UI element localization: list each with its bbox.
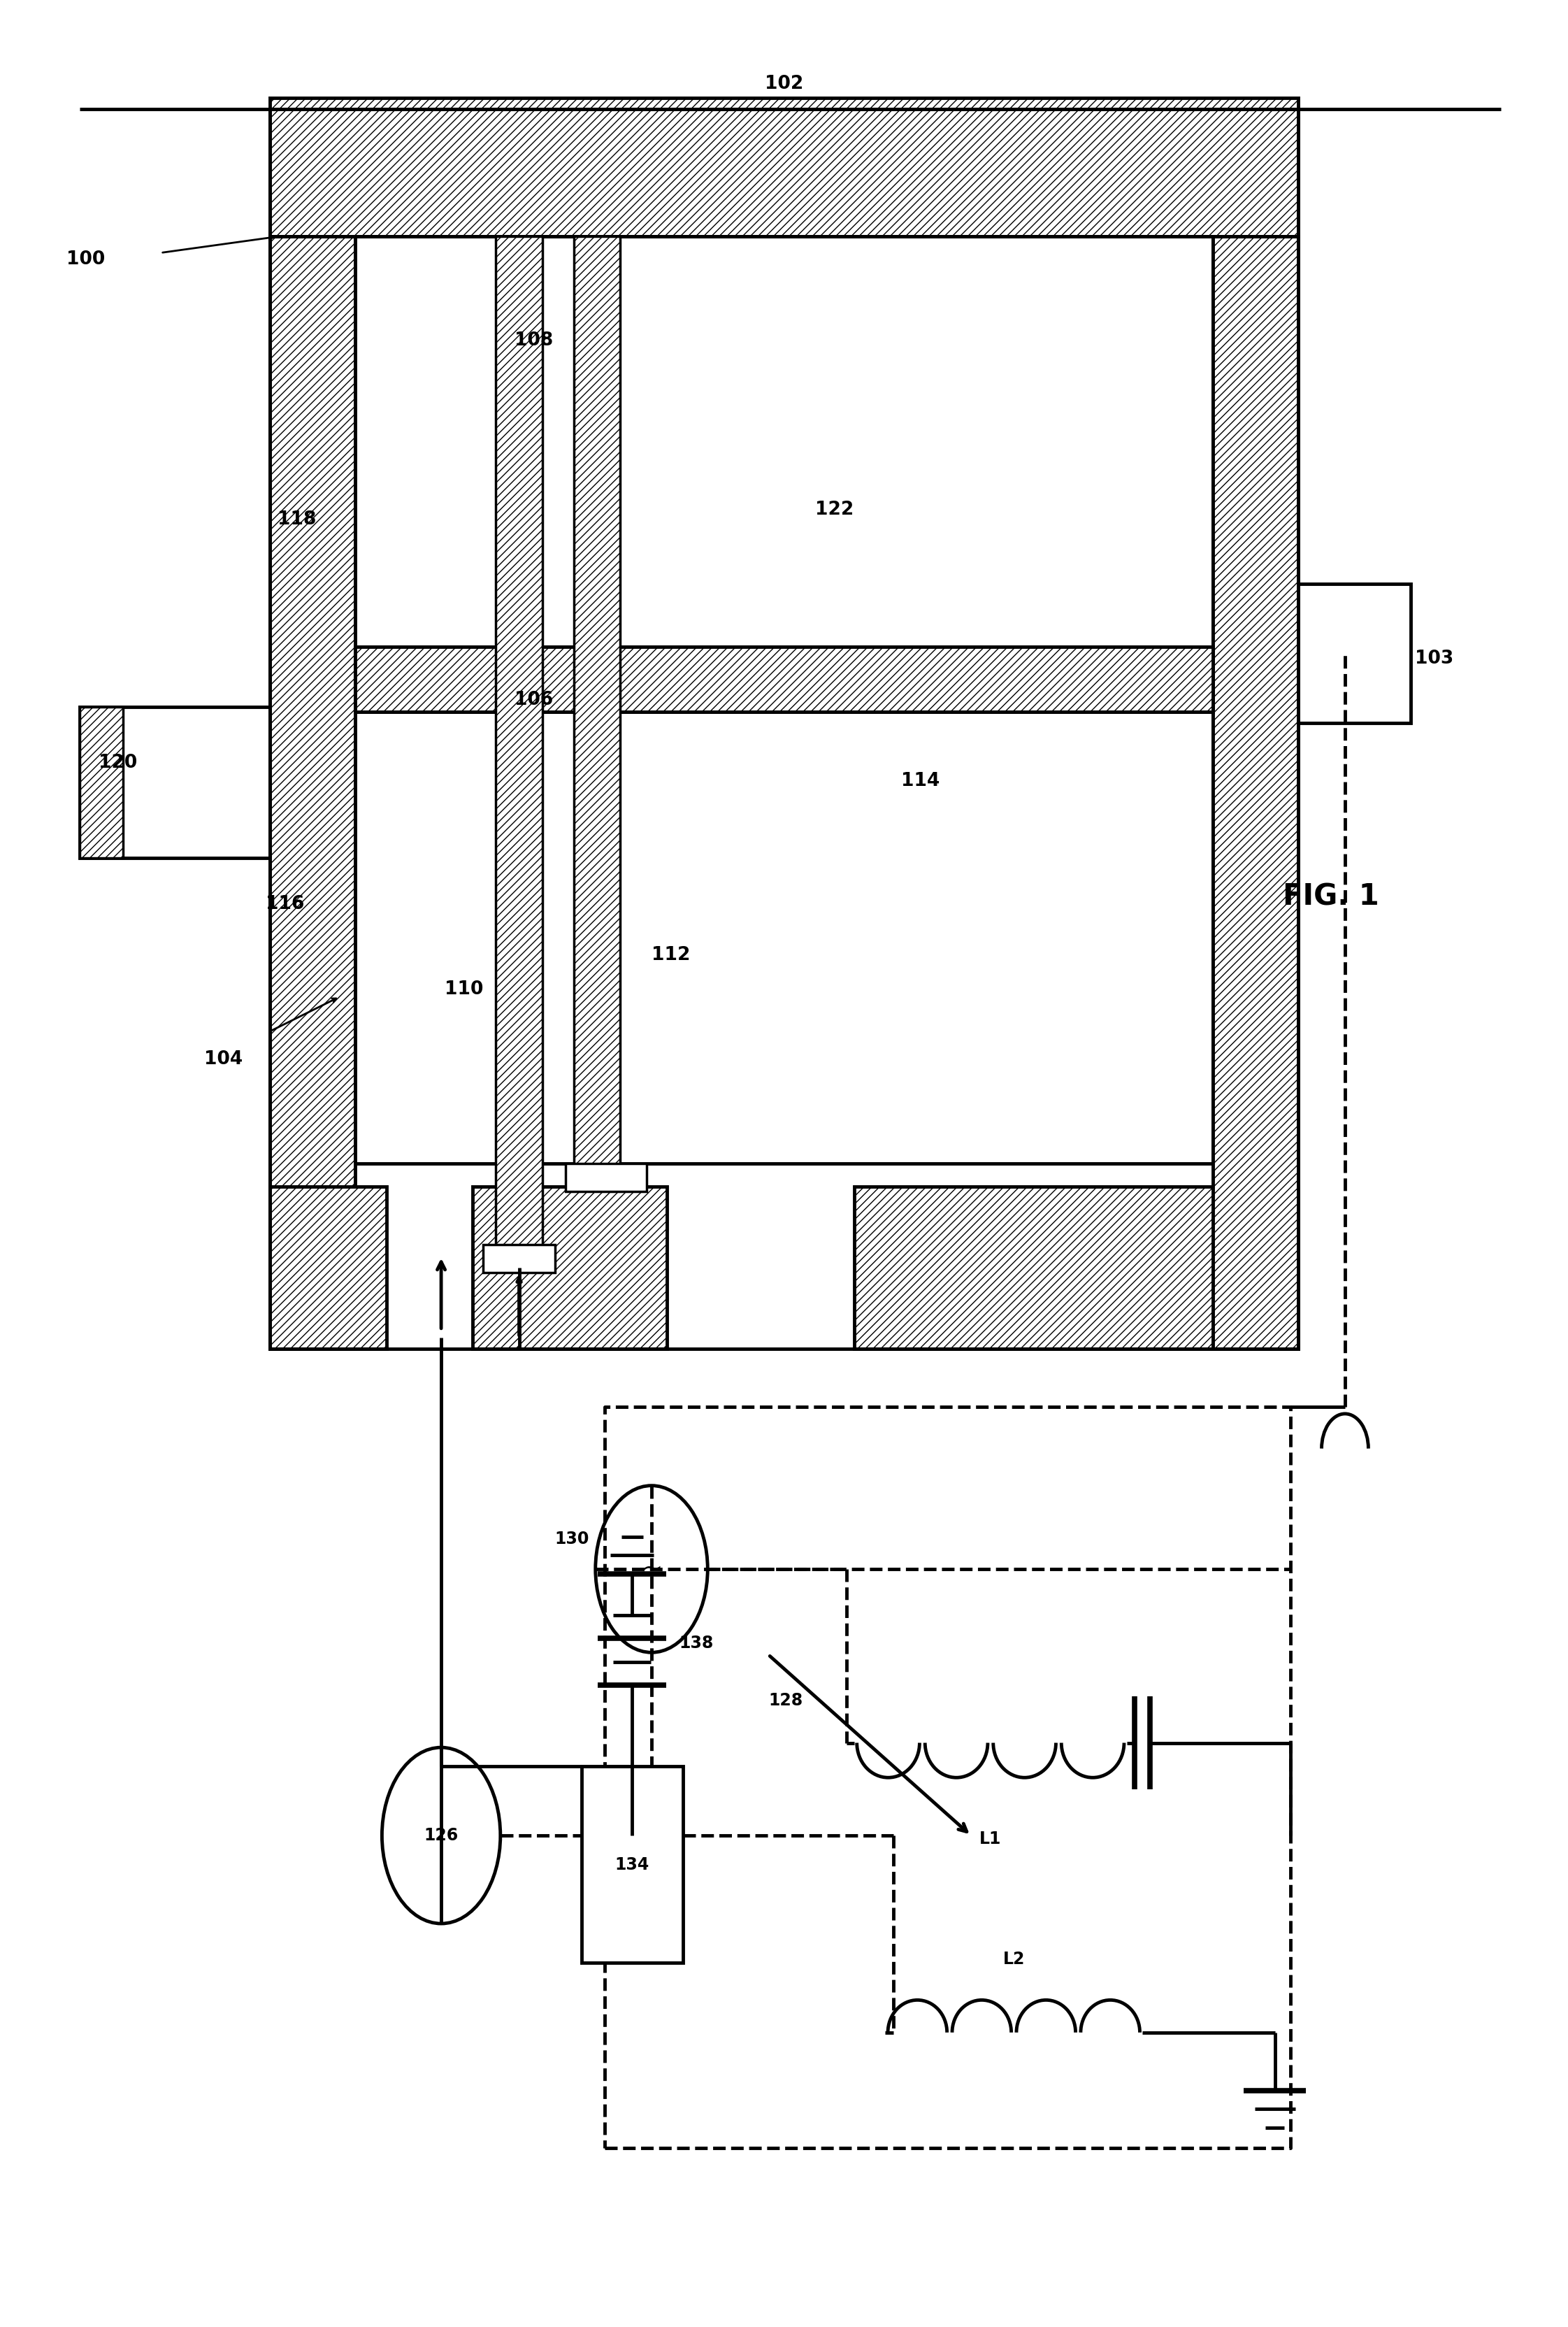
Bar [356, 647, 1212, 712]
Bar [472, 1187, 666, 1350]
Bar [270, 98, 1298, 237]
Bar [574, 237, 621, 1175]
Bar [495, 237, 543, 1257]
Bar [855, 1187, 1298, 1350]
Text: 116: 116 [265, 896, 304, 912]
Bar [1298, 584, 1411, 724]
Bar [80, 707, 270, 859]
Text: L2: L2 [1004, 1950, 1025, 1969]
Bar [270, 1187, 387, 1350]
Bar [483, 1245, 555, 1273]
Text: 138: 138 [679, 1636, 713, 1652]
Text: ~: ~ [641, 1557, 662, 1580]
Text: 134: 134 [615, 1857, 649, 1873]
Text: L1: L1 [980, 1831, 1002, 1848]
Bar [356, 237, 1212, 647]
Text: FIG. 1: FIG. 1 [1283, 882, 1378, 912]
Text: 106: 106 [514, 691, 554, 710]
Text: 130: 130 [555, 1531, 590, 1547]
Text: 104: 104 [204, 1049, 243, 1068]
Text: 110: 110 [445, 980, 483, 998]
Text: 128: 128 [768, 1692, 803, 1708]
Bar [566, 1164, 648, 1191]
Text: 100: 100 [66, 251, 105, 270]
Text: 126: 126 [423, 1827, 458, 1843]
Bar [1212, 237, 1298, 1350]
Bar [80, 707, 124, 859]
Bar [270, 237, 356, 1350]
Text: 114: 114 [902, 773, 939, 791]
Text: 118: 118 [278, 510, 317, 528]
Text: 108: 108 [514, 333, 554, 349]
Text: 103: 103 [1414, 649, 1454, 668]
Text: 112: 112 [652, 945, 690, 963]
Text: 120: 120 [99, 754, 136, 773]
Text: 102: 102 [765, 74, 803, 93]
Text: 122: 122 [815, 500, 855, 519]
Bar [356, 712, 1212, 1164]
Bar [582, 1766, 682, 1964]
